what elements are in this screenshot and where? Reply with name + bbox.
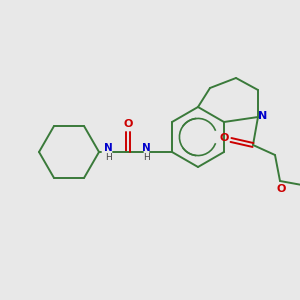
Text: H: H bbox=[142, 152, 149, 161]
Text: N: N bbox=[142, 143, 150, 153]
Text: N: N bbox=[258, 111, 268, 121]
Text: N: N bbox=[103, 143, 112, 153]
Text: O: O bbox=[276, 184, 286, 194]
Text: O: O bbox=[219, 133, 229, 143]
Text: O: O bbox=[123, 119, 133, 129]
Text: H: H bbox=[105, 152, 111, 161]
